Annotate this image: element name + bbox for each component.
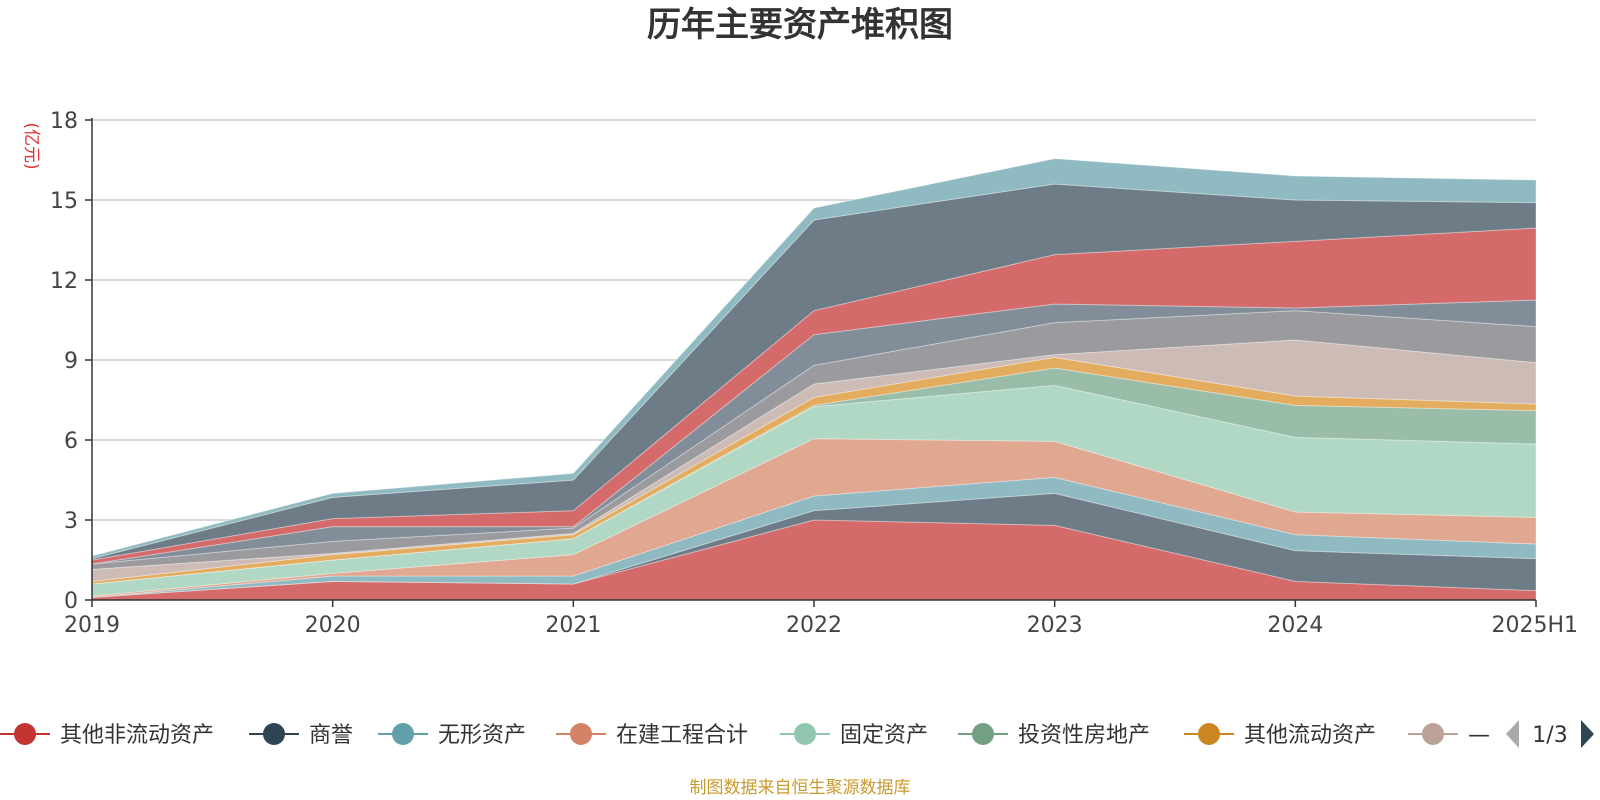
- legend-item-5[interactable]: 投资性房地产: [958, 723, 1150, 748]
- legend-item-3[interactable]: 在建工程合计: [556, 723, 748, 748]
- legend-next-page-icon[interactable]: [1581, 720, 1594, 748]
- legend-item-2[interactable]: 无形资产: [378, 723, 526, 748]
- x-tick-label-1: 2020: [305, 613, 361, 638]
- legend-marker-icon: [570, 723, 592, 745]
- y-tick-label-5: 15: [50, 189, 78, 214]
- area-series-group: [91, 158, 1537, 601]
- x-tick-label-0: 2019: [64, 613, 120, 638]
- area-series-9: [91, 299, 1537, 565]
- x-tick-label-2: 2021: [545, 613, 601, 638]
- legend-label: 固定资产: [840, 723, 928, 748]
- axes: 0 3 6 9 12 15 18 2019 2020 2021 2022 2023 2024 2025H1: [50, 109, 1578, 638]
- legend-label: 其他非流动资产: [60, 723, 214, 748]
- area-series-4: [91, 384, 1537, 597]
- legend-marker-icon: [392, 723, 414, 745]
- legend-page-indicator: 1/3: [1532, 723, 1567, 748]
- y-tick-label-4: 12: [50, 269, 78, 294]
- y-tick-label-3: 9: [64, 349, 78, 374]
- legend-marker-icon: [1422, 723, 1444, 745]
- y-tick-label-0: 0: [64, 589, 78, 614]
- y-tick-label-1: 3: [64, 509, 78, 534]
- area-series-10: [91, 227, 1537, 565]
- x-tick-label-6: 2025H1: [1491, 613, 1578, 638]
- legend-label: 投资性房地产: [1018, 723, 1150, 748]
- x-tick-label-5: 2024: [1267, 613, 1323, 638]
- legend-label: —: [1468, 723, 1490, 748]
- legend-marker-icon: [263, 723, 285, 745]
- legend-pager: 1/3: [1506, 720, 1594, 748]
- area-series-12: [91, 158, 1537, 560]
- legend-item-0[interactable]: 其他非流动资产: [0, 723, 214, 748]
- legend-marker-icon: [14, 723, 36, 745]
- area-series-5: [91, 367, 1537, 585]
- legend-marker-icon: [794, 723, 816, 745]
- data-source-note: 制图数据来自恒生聚源数据库: [690, 778, 911, 798]
- legend-marker-icon: [972, 723, 994, 745]
- legend-label: 商誉: [309, 723, 353, 748]
- chart-title: 历年主要资产堆积图: [647, 5, 953, 45]
- y-tick-label-6: 18: [50, 109, 78, 134]
- legend-item-7[interactable]: —: [1408, 723, 1490, 748]
- legend-label: 无形资产: [438, 723, 526, 748]
- legend-marker-icon: [1198, 723, 1220, 745]
- y-axis-unit-label: (亿元): [21, 122, 41, 169]
- legend: 其他非流动资产 商誉 无形资产 在建工程合计 固定资产 投资性房地产 其他流动资产 —: [0, 723, 1490, 748]
- legend-item-6[interactable]: 其他流动资产: [1184, 723, 1376, 748]
- legend-label: 其他流动资产: [1244, 723, 1376, 748]
- y-tick-label-2: 6: [64, 429, 78, 454]
- legend-prev-page-icon[interactable]: [1506, 720, 1519, 748]
- legend-item-4[interactable]: 固定资产: [780, 723, 928, 748]
- x-tick-label-4: 2023: [1027, 613, 1083, 638]
- legend-label: 在建工程合计: [616, 723, 748, 748]
- legend-item-1[interactable]: 商誉: [249, 723, 353, 748]
- area-series-3: [91, 438, 1537, 598]
- x-tick-label-3: 2022: [786, 613, 842, 638]
